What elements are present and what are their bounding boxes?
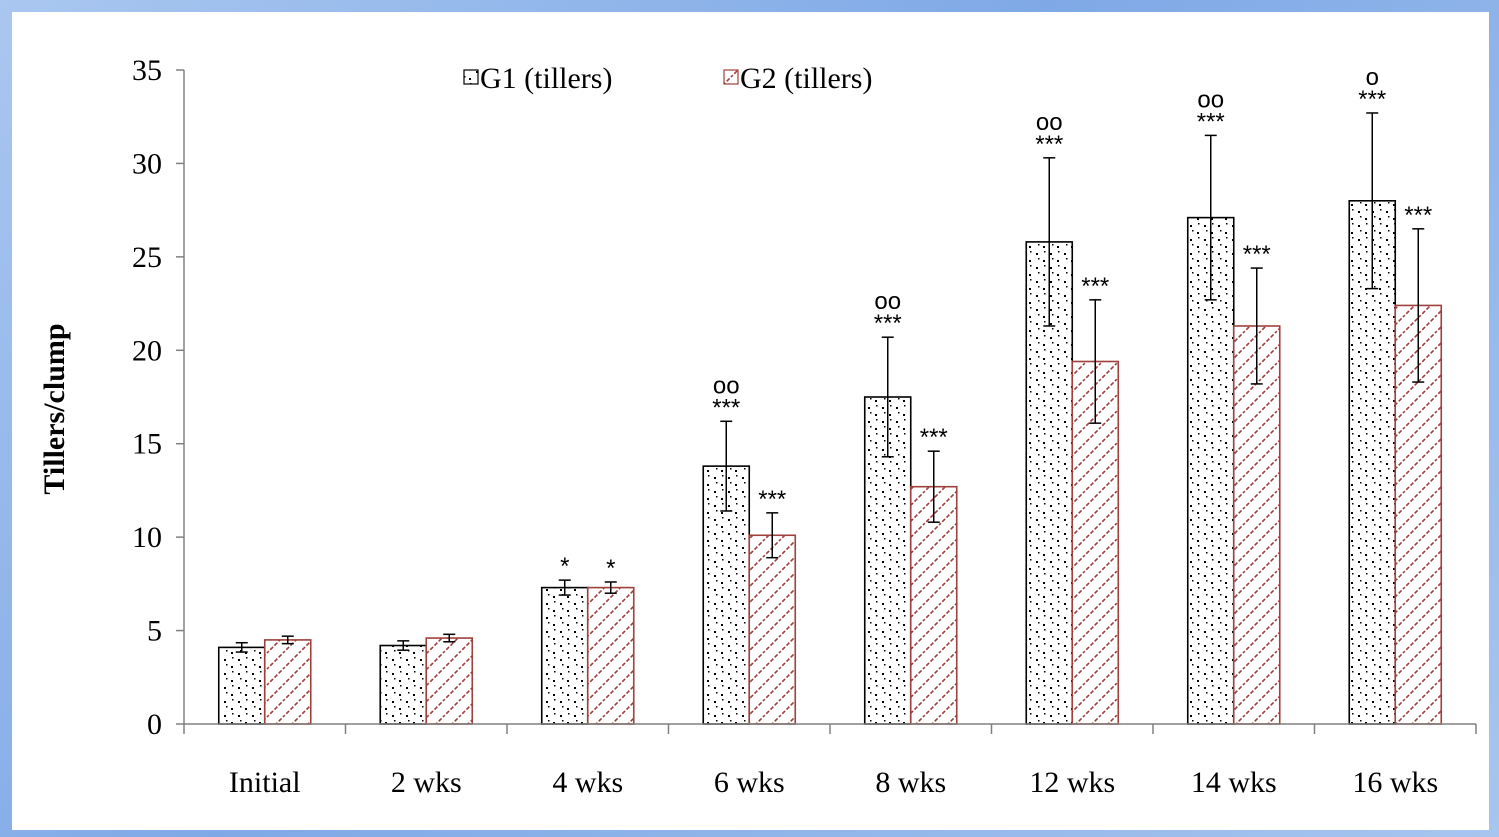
significance-mark: *** xyxy=(1081,273,1109,300)
x-tick-label: 14 wks xyxy=(1191,766,1277,799)
comparison-mark: oo xyxy=(1197,86,1224,113)
bars xyxy=(217,112,1443,725)
significance-mark: *** xyxy=(1243,241,1271,268)
bar-g1 xyxy=(217,646,266,725)
y-axis-label: Tillers/clump xyxy=(38,323,71,494)
significance-mark: * xyxy=(606,555,615,582)
significance-mark: *** xyxy=(874,310,902,337)
comparison-mark: oo xyxy=(874,288,901,315)
significance-mark: *** xyxy=(712,394,740,421)
y-tick-label: 35 xyxy=(132,54,162,87)
comparison-mark: oo xyxy=(713,372,740,399)
significance-mark: *** xyxy=(1035,131,1063,158)
bar-g1 xyxy=(540,586,589,725)
comparison-mark: o xyxy=(1366,64,1379,91)
x-tick-label: 12 wks xyxy=(1029,766,1115,799)
significance-mark: *** xyxy=(1197,108,1225,135)
comparison-mark: oo xyxy=(1036,109,1063,136)
y-tick-label: 10 xyxy=(132,521,162,554)
legend-swatch-g2 xyxy=(723,69,739,85)
y-tick-label: 0 xyxy=(147,708,162,741)
significance-mark: *** xyxy=(758,486,786,513)
x-tick-label: 2 wks xyxy=(391,766,462,799)
y-axis-ticks: 0 5 10 15 20 25 30 35 xyxy=(132,54,184,741)
x-tick-label: Initial xyxy=(229,766,301,799)
bar-g2 xyxy=(748,534,797,725)
bar-g2 xyxy=(586,586,635,725)
significance-mark: *** xyxy=(1358,86,1386,113)
bar-g2 xyxy=(1232,325,1281,725)
significance-mark: * xyxy=(560,553,569,580)
x-axis-ticks: Initial 2 wks 4 wks 6 wks 8 wks 12 wks 14 wks 1… xyxy=(183,724,1477,799)
y-tick-label: 15 xyxy=(132,428,162,461)
bar-g2 xyxy=(425,637,474,725)
y-tick-label: 30 xyxy=(132,147,162,180)
bar-g1 xyxy=(379,644,428,725)
bar-chart: Tillers/clump 0 5 10 15 20 25 30 35 Initial 2 wk… xyxy=(38,54,1477,799)
significance-mark: *** xyxy=(920,424,948,451)
x-tick-label: 4 wks xyxy=(552,766,623,799)
annotations: ****oo***oo***oo ***oo ***o***************… xyxy=(560,64,1432,582)
y-tick-label: 5 xyxy=(147,615,162,648)
y-tick-label: 20 xyxy=(132,334,162,367)
legend-item-g1: G1 (tillers) xyxy=(463,62,612,95)
x-tick-label: 16 wks xyxy=(1352,766,1438,799)
legend-swatch-g1 xyxy=(463,69,479,85)
chart-frame: Tillers/clump 0 5 10 15 20 25 30 35 Initial 2 wk… xyxy=(12,12,1489,830)
legend-item-g2: G2 (tillers) xyxy=(723,62,872,95)
y-tick-label: 25 xyxy=(132,241,162,274)
significance-mark: *** xyxy=(1404,202,1432,229)
legend: G1 (tillers) G2 (tillers) xyxy=(463,62,872,95)
bar-g2 xyxy=(263,639,312,725)
bar-g2 xyxy=(909,485,958,725)
x-tick-label: 8 wks xyxy=(875,766,946,799)
x-tick-label: 6 wks xyxy=(714,766,785,799)
legend-label-g2: G2 (tillers) xyxy=(740,62,872,95)
legend-label-g1: G1 (tillers) xyxy=(480,62,612,95)
